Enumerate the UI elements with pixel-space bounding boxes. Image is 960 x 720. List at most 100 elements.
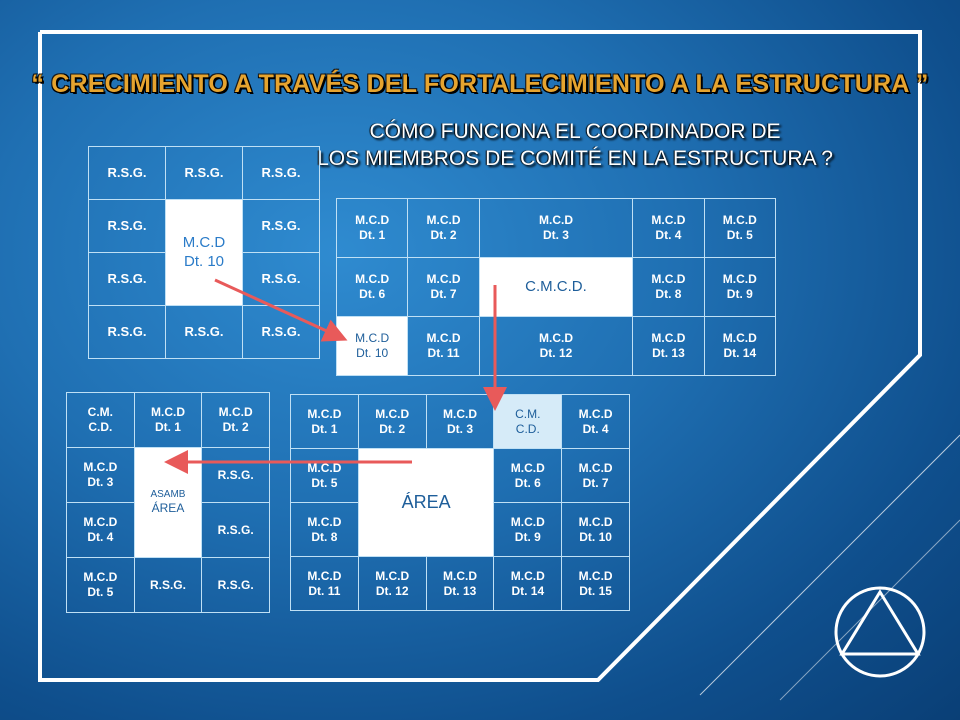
- table-cell: M.C.D Dt. 4: [66, 502, 135, 558]
- cell-line: Dt. 10: [579, 529, 612, 544]
- table-cell: M.C.D Dt. 3: [66, 447, 135, 503]
- cell-line: Dt. 9: [726, 287, 753, 301]
- cmcd-cell: C.M.C.D.: [478, 257, 634, 317]
- mcd-grid: M.C.D Dt. 1 M.C.D Dt. 2 M.C.D Dt. 3 M.C.D Dt…: [335, 198, 777, 376]
- table-row: R.S.G. M.C.D Dt. 10 R.S.G.: [88, 199, 320, 306]
- cell-line: M.C.D: [510, 568, 545, 583]
- cell-line: M.C.D: [307, 406, 342, 421]
- cell-line: Dt. 3: [446, 421, 473, 436]
- table-cell: M.C.D Dt. 12: [478, 316, 634, 376]
- cell-line: Dt. 8: [655, 287, 682, 301]
- table-row: R.S.G. R.S.G. R.S.G.: [88, 146, 320, 200]
- cell-line: Dt. 15: [579, 583, 612, 598]
- cell-line: M.C.D: [578, 460, 613, 475]
- cell-line: Dt. 4: [655, 228, 682, 242]
- cell-line: C.M.: [87, 405, 113, 419]
- table-cell: R.S.G.: [165, 305, 243, 359]
- cell-line: Dt. 2: [379, 421, 406, 436]
- arrow-to-mcd-dt10: [214, 278, 348, 342]
- cell-line: Dt. 1: [359, 228, 386, 242]
- cell-line: M.C.D: [538, 331, 573, 345]
- table-cell: M.C.D Dt. 14: [493, 556, 563, 611]
- cell-line: M.C.D: [375, 568, 410, 583]
- table-cell: M.C.D Dt. 4: [632, 198, 705, 258]
- cell-line: Dt. 14: [723, 346, 757, 360]
- cell-line: M.C.D: [651, 272, 686, 286]
- cell-line: ÁREA: [151, 501, 185, 516]
- slide-subtitle-line2: LOS MIEMBROS DE COMITÉ EN LA ESTRUCTURA …: [317, 147, 833, 170]
- cell-line: Dt. 1: [311, 421, 338, 436]
- table-cell: M.C.D Dt. 5: [703, 198, 777, 258]
- cell-line: Dt. 6: [514, 475, 541, 490]
- asamblea-grid: C.M. C.D. M.C.D Dt. 1 M.C.D Dt. 2 M.C.D Dt. …: [66, 392, 270, 613]
- cell-line: Dt. 7: [430, 287, 457, 301]
- cell-line: Dt. 11: [308, 583, 341, 598]
- table-cell: R.S.G.: [88, 305, 166, 359]
- table-cell: R.S.G.: [165, 146, 243, 200]
- table-cell: M.C.D Dt. 11: [290, 556, 359, 611]
- cell-line: M.C.D: [442, 406, 477, 421]
- table-row: M.C.D Dt. 1 M.C.D Dt. 2 M.C.D Dt. 3 C.M. C.D…: [290, 394, 630, 449]
- table-cell: M.C.D Dt. 15: [561, 556, 630, 611]
- table-row: M.C.D Dt. 1 M.C.D Dt. 2 M.C.D Dt. 3 M.C.D Dt…: [335, 198, 777, 258]
- slide-title: “ CRECIMIENTO A TRAVÉS DEL FORTALECIMIEN…: [31, 70, 929, 98]
- cell-line: Dt. 13: [443, 583, 477, 598]
- table-cell: M.C.D Dt. 1: [335, 198, 409, 258]
- cell-line: Dt. 6: [359, 287, 386, 301]
- table-cell: M.C.D Dt. 1: [133, 392, 203, 448]
- table-row: M.C.D Dt. 5 R.S.G. R.S.G.: [66, 557, 270, 613]
- cell-line: M.C.D: [578, 406, 613, 421]
- cell-line: Dt. 4: [582, 421, 609, 436]
- table-cell: R.S.G.: [242, 146, 320, 200]
- cell-line: M.C.D: [83, 570, 118, 584]
- cell-line: ASAMB: [150, 488, 186, 500]
- cell-line: M.C.D: [722, 331, 757, 345]
- table-cell: M.C.D Dt. 5: [290, 448, 359, 503]
- cell-line: Dt. 4: [87, 530, 114, 544]
- table-row: C.M. C.D. M.C.D Dt. 1 M.C.D Dt. 2: [66, 392, 270, 448]
- cell-line: Dt. 12: [539, 346, 573, 360]
- cell-line: Dt. 8: [311, 529, 338, 544]
- cell-line: C.D.: [88, 420, 113, 434]
- cell-line: Dt. 5: [311, 475, 338, 490]
- cell-line: M.C.D: [426, 331, 461, 345]
- cell-line: M.C.D: [722, 213, 757, 227]
- cell-line: M.C.D: [651, 213, 686, 227]
- cell-line: Dt. 10: [183, 252, 225, 270]
- table-cell: M.C.D Dt. 9: [493, 502, 563, 557]
- cell-line: M.C.D: [355, 213, 390, 227]
- cell-line: M.C.D: [442, 568, 477, 583]
- cell-line: M.C.D: [307, 460, 342, 475]
- table-cell: M.C.D Dt. 2: [407, 198, 480, 258]
- table-cell: M.C.D Dt. 13: [632, 316, 705, 376]
- slide-subtitle-line1: CÓMO FUNCIONA EL COORDINADOR DE: [369, 120, 781, 143]
- cell-line: Dt. 7: [582, 475, 609, 490]
- table-cell: C.M. C.D.: [66, 392, 135, 448]
- table-cell: M.C.D Dt. 14: [703, 316, 777, 376]
- table-row: M.C.D Dt. 3 ASAMB ÁREA R.S.G.: [66, 447, 270, 558]
- area-center-cell: ÁREA: [357, 448, 495, 557]
- cell-line: M.C.D: [83, 515, 118, 529]
- table-cell: R.S.G.: [88, 199, 166, 253]
- cell-line: Dt. 1: [154, 420, 181, 434]
- table-cell: M.C.D Dt. 7: [407, 257, 480, 317]
- cell-line: Dt. 9: [514, 529, 541, 544]
- cell-line: Dt. 13: [652, 346, 685, 360]
- cell-line: Dt. 3: [87, 475, 114, 489]
- cell-line: M.C.D: [150, 405, 185, 419]
- cell-line: M.C.D: [375, 406, 410, 421]
- cell-line: M.C.D: [651, 331, 686, 345]
- mcd-dt10-cell: M.C.D Dt. 10: [165, 199, 243, 306]
- cell-line: M.C.D: [307, 514, 342, 529]
- cell-line: Dt. 5: [87, 585, 114, 599]
- cell-line: Dt. 12: [375, 583, 409, 598]
- table-cell: R.S.G.: [242, 305, 320, 359]
- area-grid: M.C.D Dt. 1 M.C.D Dt. 2 M.C.D Dt. 3 C.M. C.D…: [290, 394, 630, 611]
- cell-line: M.C.D: [722, 272, 757, 286]
- cell-line: M.C.D: [355, 331, 390, 345]
- cell-line: M.C.D: [510, 514, 545, 529]
- table-cell: M.C.D Dt. 12: [357, 556, 427, 611]
- table-cell: M.C.D Dt. 2: [357, 394, 427, 449]
